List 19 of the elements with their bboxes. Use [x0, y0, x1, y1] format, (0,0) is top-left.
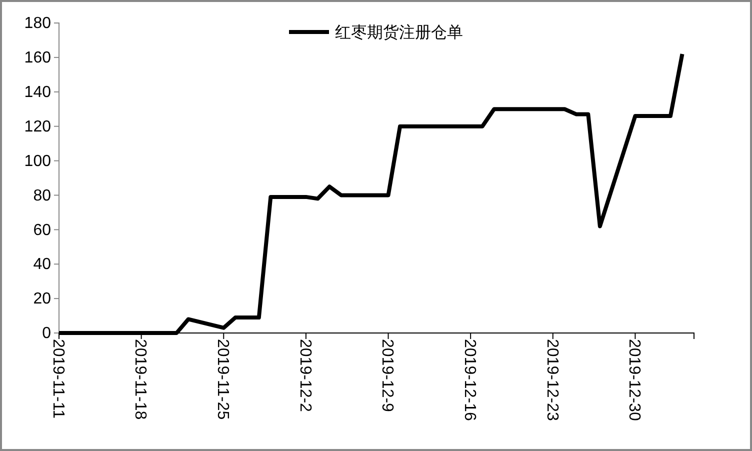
y-tick-label: 180: [24, 15, 52, 32]
y-tick-label: 120: [24, 118, 52, 136]
y-tick-label: 140: [24, 84, 52, 102]
x-tick-label: 2019-12-16: [460, 339, 478, 421]
x-tick-label: 2019-12-2: [296, 339, 314, 412]
y-tick-label: 100: [24, 152, 52, 170]
legend-label: 红枣期货注册仓单: [335, 24, 463, 42]
y-tick-label: 20: [33, 290, 52, 308]
y-tick-label: 40: [33, 256, 52, 274]
x-tick-label: 2019-11-18: [132, 339, 149, 420]
x-tick-label: 2019-12-23: [543, 339, 560, 421]
x-tick-label: 2019-12-30: [626, 339, 643, 421]
y-tick-label: 80: [33, 187, 52, 204]
x-tick-label: 2019-12-9: [378, 339, 396, 412]
x-tick-label: 2019-11-25: [214, 339, 232, 420]
y-tick-label: 0: [42, 325, 52, 342]
y-tick-label: 60: [33, 222, 52, 239]
x-tick-label: 2019-11-11: [49, 339, 66, 419]
y-tick-label: 160: [24, 50, 52, 67]
